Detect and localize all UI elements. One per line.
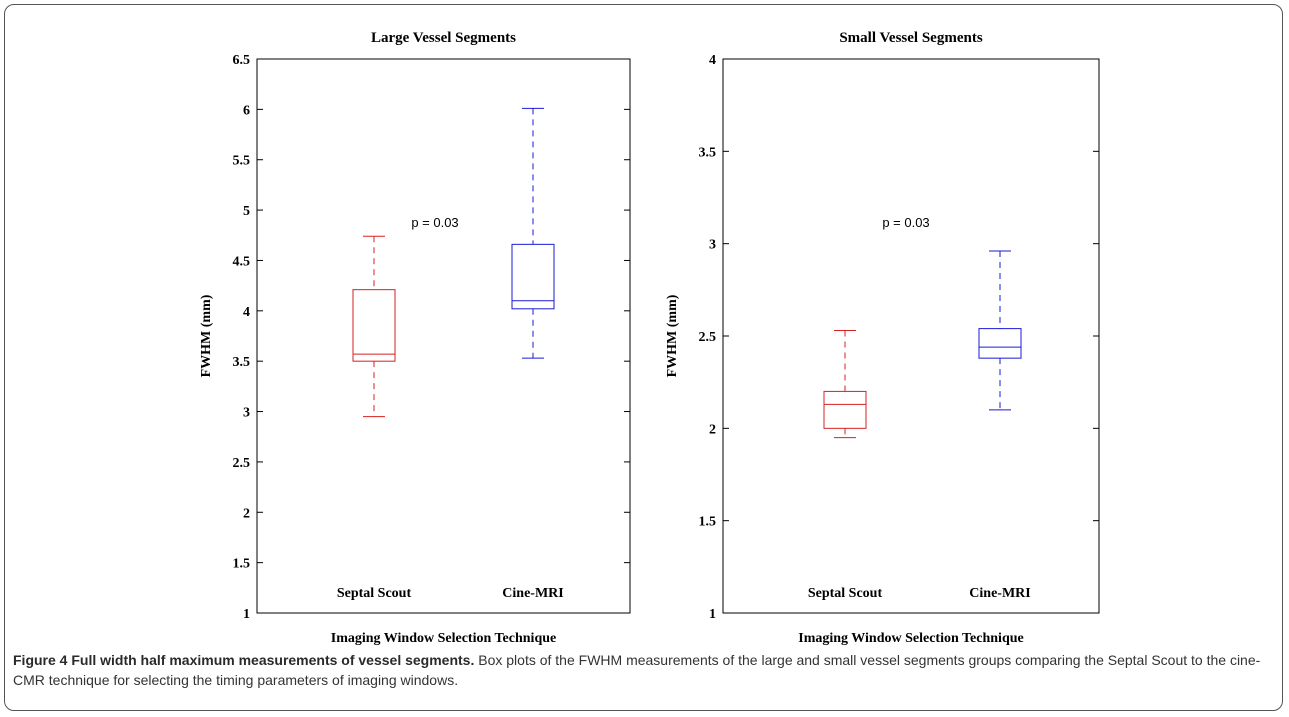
iqr-box <box>823 390 867 429</box>
y-tick-label: 4 <box>243 305 250 320</box>
y-tick-label: 3.5 <box>699 145 717 160</box>
y-tick-label: 2 <box>243 506 250 521</box>
figure-caption: Figure 4 Full width half maximum measure… <box>13 650 1275 690</box>
category-label: Septal Scout <box>337 586 412 601</box>
iqr-box <box>511 243 555 310</box>
x-axis-label: Imaging Window Selection Technique <box>331 631 556 645</box>
category-label: Cine-MRI <box>502 586 563 601</box>
y-tick-label: 2 <box>709 422 716 437</box>
category-label: Cine-MRI <box>969 586 1030 601</box>
y-tick-label: 1 <box>709 607 716 622</box>
p-value-annotation: p = 0.03 <box>411 215 458 230</box>
y-tick-label: 6.5 <box>233 53 251 68</box>
y-tick-label: 1.5 <box>699 515 717 530</box>
y-tick-label: 4.5 <box>233 254 251 269</box>
axes-box <box>722 58 1100 614</box>
y-axis-label: FWHM (mm) <box>199 294 214 377</box>
caption-title: Figure 4 Full width half maximum measure… <box>13 652 475 668</box>
y-tick-label: 6 <box>243 103 250 118</box>
y-tick-label: 5 <box>243 204 250 219</box>
y-tick-label: 3.5 <box>233 355 251 370</box>
figure-plots: Large Vessel Segments 1 1.5 2 2.5 3 3.5 4 4.5 5 5.… <box>199 30 1100 645</box>
y-tick-label: 2.5 <box>699 330 717 345</box>
caption-text: Box plots of the FWHM measurements of th… <box>13 652 1261 688</box>
x-axis-label: Imaging Window Selection Technique <box>798 631 1023 645</box>
plot-title: Large Vessel Segments <box>371 30 516 46</box>
y-tick-label: 3 <box>709 238 716 253</box>
p-value-annotation: p = 0.03 <box>882 215 929 230</box>
y-tick-label: 2.5 <box>233 456 251 471</box>
category-label: Septal Scout <box>808 586 883 601</box>
y-tick-label: 1.5 <box>233 557 251 572</box>
y-tick-label: 1 <box>243 607 250 622</box>
axes-box <box>256 58 631 614</box>
iqr-box <box>978 328 1022 359</box>
iqr-box <box>352 289 396 362</box>
y-axis-label: FWHM (mm) <box>665 294 680 377</box>
y-tick-label: 3 <box>243 406 250 421</box>
figure-frame: Large Vessel Segments 1 1.5 2 2.5 3 3.5 4 4.5 5 5.… <box>4 4 1283 711</box>
y-tick-label: 5.5 <box>233 154 251 169</box>
plot-title: Small Vessel Segments <box>839 30 983 46</box>
y-tick-label: 4 <box>709 53 716 68</box>
